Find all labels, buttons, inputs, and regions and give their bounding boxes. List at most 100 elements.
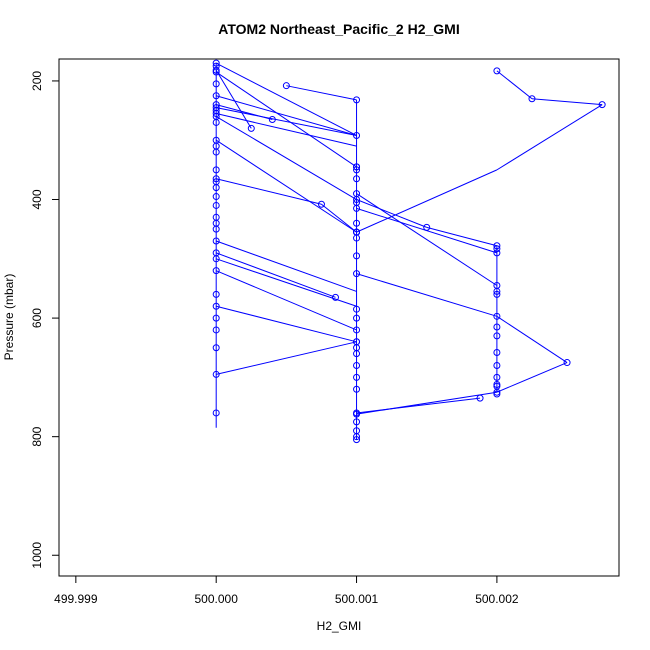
series-segment bbox=[216, 107, 357, 136]
data-point bbox=[353, 433, 361, 441]
data-point bbox=[212, 66, 220, 74]
data-point bbox=[353, 305, 361, 313]
data-point bbox=[493, 390, 501, 398]
data-point bbox=[493, 287, 501, 295]
series-segment bbox=[215, 270, 357, 331]
series-segment bbox=[216, 305, 357, 343]
data-point bbox=[353, 252, 361, 260]
data-point bbox=[212, 290, 220, 298]
plot-area-frame bbox=[58, 58, 620, 577]
series-segment bbox=[496, 315, 568, 363]
data-point bbox=[212, 110, 220, 118]
data-point bbox=[268, 115, 276, 123]
data-point bbox=[563, 359, 571, 367]
data-point bbox=[353, 234, 361, 242]
series-segment bbox=[215, 116, 357, 200]
data-point bbox=[212, 142, 220, 150]
series-segment bbox=[531, 98, 603, 106]
y-tick-label: 400 bbox=[30, 189, 44, 209]
data-point bbox=[212, 184, 220, 192]
data-point bbox=[212, 326, 220, 334]
series-lines bbox=[215, 62, 603, 440]
data-point bbox=[212, 201, 220, 209]
data-point bbox=[353, 436, 361, 444]
series-segment bbox=[216, 341, 357, 375]
series-segment bbox=[356, 199, 427, 228]
data-point bbox=[493, 249, 501, 257]
data-point bbox=[212, 166, 220, 174]
data-point bbox=[212, 302, 220, 310]
y-axis: 200 400 600 800 1000 bbox=[30, 71, 60, 569]
data-point bbox=[247, 124, 255, 132]
series-points bbox=[212, 59, 606, 444]
data-point bbox=[212, 225, 220, 233]
series-segment bbox=[496, 362, 568, 393]
data-point bbox=[212, 193, 220, 201]
data-point bbox=[212, 409, 220, 417]
y-tick-label: 1000 bbox=[30, 542, 44, 569]
data-point bbox=[212, 255, 220, 263]
series-segment bbox=[321, 203, 357, 233]
data-point bbox=[353, 175, 361, 183]
x-tick-label: 500.000 bbox=[194, 592, 238, 606]
data-point bbox=[282, 82, 290, 90]
y-axis-label: Pressure (mbar) bbox=[2, 274, 16, 361]
chart-title: ATOM2 Northeast_Pacific_2 H2_GMI bbox=[218, 21, 459, 37]
x-axis: 499.999 500.000 500.001 500.002 bbox=[54, 575, 519, 606]
data-point bbox=[353, 350, 361, 358]
data-point bbox=[212, 62, 220, 70]
data-point bbox=[212, 80, 220, 88]
series-segment bbox=[356, 169, 498, 233]
data-point bbox=[493, 323, 501, 331]
series-segment bbox=[356, 397, 481, 414]
data-point bbox=[598, 101, 606, 109]
data-point bbox=[493, 362, 501, 370]
series-segment bbox=[216, 113, 357, 147]
data-point bbox=[212, 92, 220, 100]
data-point bbox=[212, 314, 220, 322]
series-segment bbox=[215, 71, 357, 168]
data-point bbox=[493, 348, 501, 356]
x-axis-label: H2_GMI bbox=[317, 619, 362, 633]
x-tick-label: 499.999 bbox=[54, 592, 98, 606]
series-segment bbox=[215, 139, 357, 233]
data-point bbox=[353, 163, 361, 171]
data-point bbox=[212, 107, 220, 115]
y-tick-label: 600 bbox=[30, 308, 44, 328]
data-point bbox=[353, 219, 361, 227]
data-point bbox=[353, 204, 361, 212]
data-point bbox=[212, 237, 220, 245]
data-point bbox=[317, 200, 325, 208]
series-segment bbox=[216, 258, 357, 307]
series-segment bbox=[356, 273, 498, 317]
y-tick-label: 800 bbox=[30, 426, 44, 446]
data-point bbox=[493, 242, 501, 250]
data-point bbox=[353, 314, 361, 322]
data-point bbox=[353, 418, 361, 426]
series-segment bbox=[215, 62, 357, 136]
x-tick-label: 500.002 bbox=[475, 592, 519, 606]
data-point bbox=[353, 166, 361, 174]
data-point bbox=[493, 332, 501, 340]
series-segment bbox=[216, 95, 357, 136]
series-segment bbox=[356, 193, 498, 286]
series-segment bbox=[496, 70, 533, 100]
y-tick-label: 200 bbox=[30, 71, 44, 91]
series-segment bbox=[286, 85, 357, 101]
data-point bbox=[493, 312, 501, 320]
series-segment bbox=[215, 70, 252, 129]
data-point bbox=[212, 267, 220, 275]
series-segment bbox=[216, 104, 273, 120]
data-point bbox=[331, 293, 339, 301]
data-point bbox=[353, 96, 361, 104]
data-point bbox=[212, 59, 220, 67]
data-point bbox=[353, 410, 361, 418]
data-point bbox=[423, 223, 431, 231]
data-point bbox=[476, 394, 484, 402]
data-point bbox=[353, 385, 361, 393]
data-point bbox=[493, 67, 501, 75]
data-point bbox=[212, 344, 220, 352]
data-point bbox=[353, 190, 361, 198]
data-point bbox=[353, 373, 361, 381]
